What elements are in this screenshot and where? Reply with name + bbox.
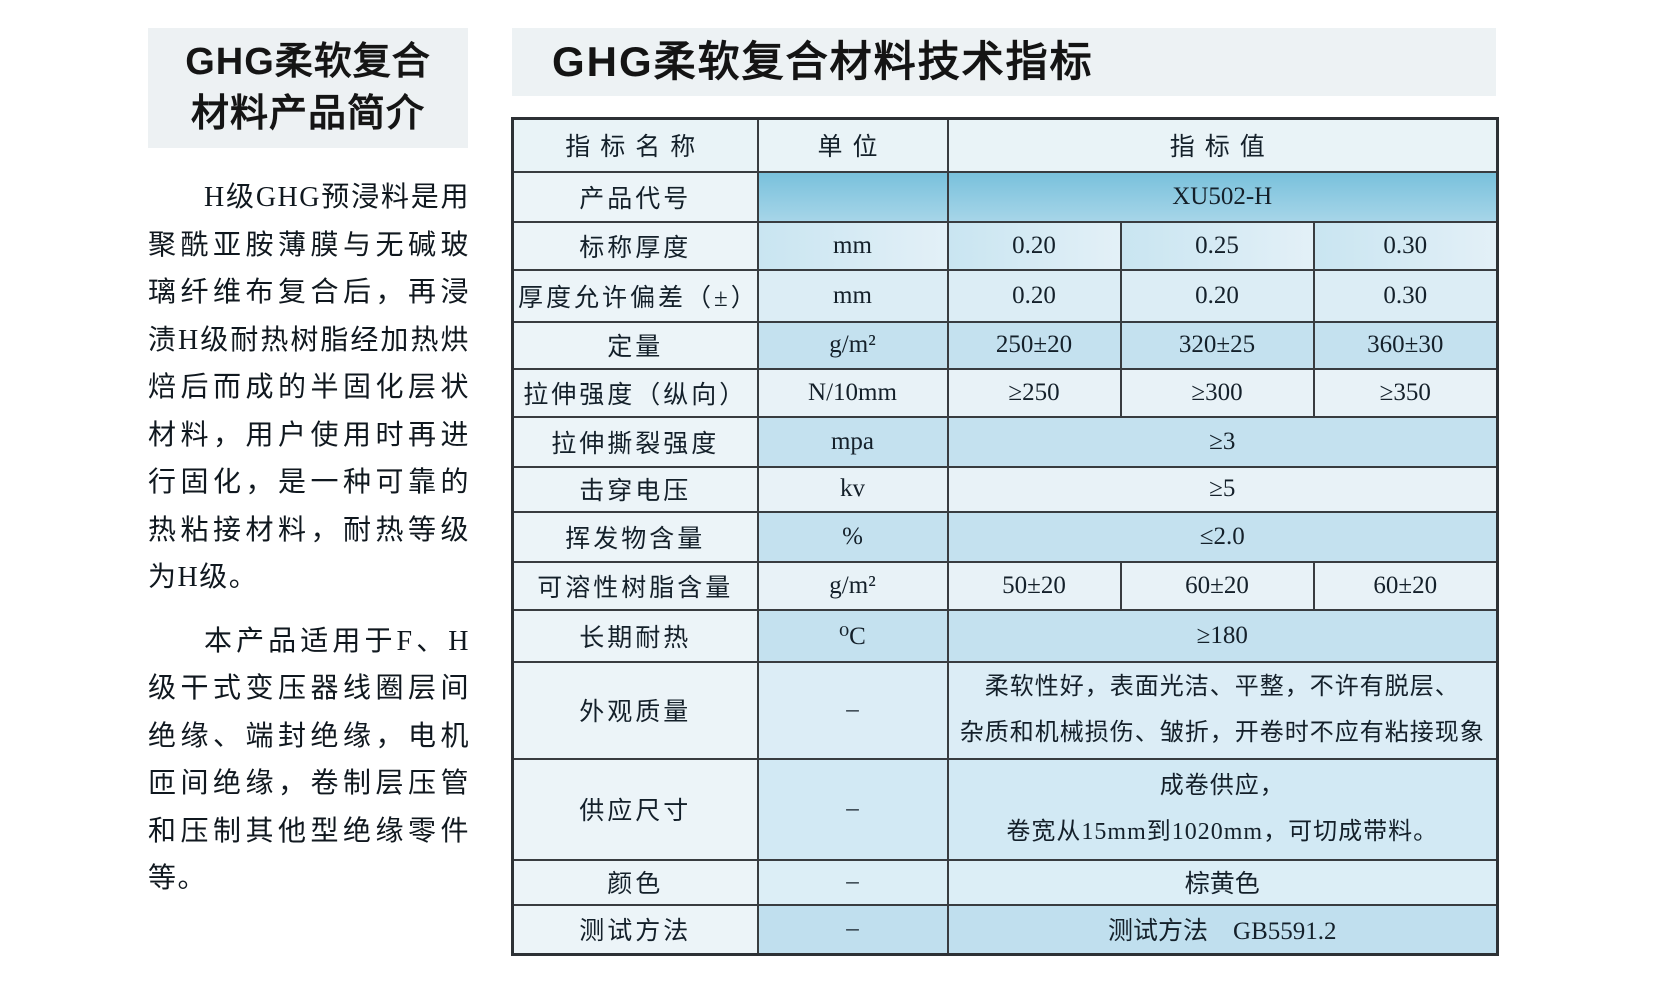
appearance-line-1: 柔软性好，表面光洁、平整，不许有脱层、 — [984, 674, 1460, 700]
cell-name: 挥发物含量 — [511, 510, 759, 563]
spec-title-bar: GHG柔软复合材料技术指标 — [512, 28, 1496, 96]
cell-name: 拉伸撕裂强度 — [511, 415, 759, 468]
row-test-method: 测试方法 – 测试方法 GB5591.2 — [511, 903, 1499, 956]
appearance-line-2: 杂质和机械损伤、皱折，开卷时不应有粘接现象 — [959, 720, 1485, 746]
row-soluble-resin-content: 可溶性树脂含量 g/m² 50±20 60±20 60±20 — [511, 560, 1499, 611]
cell-name: 厚度允许偏差（±） — [511, 268, 759, 323]
cell-unit: kv — [756, 465, 949, 513]
cell-unit: g/m² — [756, 320, 949, 370]
header-value: 指标值 — [946, 117, 1499, 173]
cell-name: 击穿电压 — [511, 465, 759, 513]
row-tear-strength: 拉伸撕裂强度 mpa ≥3 — [511, 415, 1499, 468]
row-volatile-content: 挥发物含量 % ≤2.0 — [511, 510, 1499, 563]
intro-title-line-1: GHG柔软复合 — [185, 41, 431, 83]
header-unit: 单位 — [756, 117, 949, 173]
cell-value-1: 250±20 — [946, 320, 1122, 370]
row-nominal-thickness: 标称厚度 mm 0.20 0.25 0.30 — [511, 220, 1499, 271]
cell-value-1: ≥250 — [946, 367, 1122, 418]
row-color: 颜色 – 棕黄色 — [511, 858, 1499, 906]
cell-value-2: 0.20 — [1119, 268, 1315, 323]
cell-value: 测试方法 GB5591.2 — [946, 903, 1499, 956]
row-tensile-strength: 拉伸强度（纵向） N/10mm ≥250 ≥300 ≥350 — [511, 367, 1499, 418]
supply-line-2: 卷宽从15mm到1020mm，可切成带料。 — [1006, 819, 1439, 845]
cell-value-2: 320±25 — [1119, 320, 1315, 370]
cell-value-3: 0.30 — [1312, 220, 1499, 271]
row-long-term-heat: 长期耐热 ⁰C ≥180 — [511, 608, 1499, 663]
table-header-row: 指标名称 单位 指标值 — [511, 117, 1499, 173]
cell-value-2: 0.25 — [1119, 220, 1315, 271]
row-breakdown-voltage: 击穿电压 kv ≥5 — [511, 465, 1499, 513]
row-thickness-tolerance: 厚度允许偏差（±） mm 0.20 0.20 0.30 — [511, 268, 1499, 323]
cell-name: 可溶性树脂含量 — [511, 560, 759, 611]
cell-unit: mpa — [756, 415, 949, 468]
supply-line-1: 成卷供应， — [1159, 773, 1285, 799]
cell-value: ≥5 — [946, 465, 1499, 513]
cell-value: XU502-H — [946, 170, 1499, 223]
row-grammage: 定量 g/m² 250±20 320±25 360±30 — [511, 320, 1499, 370]
cell-value-3: 0.30 — [1312, 268, 1499, 323]
row-supply-size: 供应尺寸 – 成卷供应， 卷宽从15mm到1020mm，可切成带料。 — [511, 757, 1499, 861]
cell-value-1: 0.20 — [946, 268, 1122, 323]
row-appearance: 外观质量 – 柔软性好，表面光洁、平整，不许有脱层、 杂质和机械损伤、皱折，开卷… — [511, 660, 1499, 760]
cell-unit — [756, 170, 949, 223]
intro-title-line-2: 材料产品简介 — [190, 93, 425, 135]
cell-name: 外观质量 — [511, 660, 759, 760]
cell-unit: mm — [756, 220, 949, 271]
spec-title: GHG柔软复合材料技术指标 — [552, 38, 1094, 85]
cell-value: ≥3 — [946, 415, 1499, 468]
cell-value: 成卷供应， 卷宽从15mm到1020mm，可切成带料。 — [946, 757, 1499, 861]
cell-value-2: 60±20 — [1119, 560, 1315, 611]
cell-unit: ⁰C — [756, 608, 949, 663]
intro-title-box: GHG柔软复合 材料产品简介 — [148, 28, 468, 148]
cell-name: 供应尺寸 — [511, 757, 759, 861]
header-name: 指标名称 — [511, 117, 759, 173]
cell-unit: g/m² — [756, 560, 949, 611]
cell-value-1: 50±20 — [946, 560, 1122, 611]
cell-name: 产品代号 — [511, 170, 759, 223]
cell-value: 棕黄色 — [946, 858, 1499, 906]
cell-name: 颜色 — [511, 858, 759, 906]
cell-unit: – — [756, 660, 949, 760]
intro-paragraph-2: 本产品适用于F、H级干式变压器线圈层间绝缘、端封绝缘，电机匝间绝缘，卷制层压管和… — [148, 625, 470, 895]
cell-value-3: 360±30 — [1312, 320, 1499, 370]
cell-value-3: ≥350 — [1312, 367, 1499, 418]
cell-unit: – — [756, 903, 949, 956]
cell-value-2: ≥300 — [1119, 367, 1315, 418]
cell-name: 拉伸强度（纵向） — [511, 367, 759, 418]
cell-unit: – — [756, 858, 949, 906]
intro-section: GHG柔软复合 材料产品简介 H级GHG预浸料是用聚酰亚胺薄膜与无碱玻璃纤维布复… — [148, 28, 470, 903]
cell-name: 长期耐热 — [511, 608, 759, 663]
cell-value-3: 60±20 — [1312, 560, 1499, 611]
cell-value: 柔软性好，表面光洁、平整，不许有脱层、 杂质和机械损伤、皱折，开卷时不应有粘接现… — [946, 660, 1499, 760]
cell-name: 测试方法 — [511, 903, 759, 956]
cell-unit: N/10mm — [756, 367, 949, 418]
cell-value: ≤2.0 — [946, 510, 1499, 563]
spec-table: 指标名称 单位 指标值 产品代号 XU502-H 标称厚度 mm 0.20 0.… — [511, 117, 1500, 956]
cell-unit: – — [756, 757, 949, 861]
cell-name: 标称厚度 — [511, 220, 759, 271]
row-product-code: 产品代号 XU502-H — [511, 170, 1499, 223]
cell-unit: % — [756, 510, 949, 563]
cell-unit: mm — [756, 268, 949, 323]
intro-paragraph-1: H级GHG预浸料是用聚酰亚胺薄膜与无碱玻璃纤维布复合后，再浸渍H级耐热树脂经加热… — [148, 182, 470, 593]
cell-value: ≥180 — [946, 608, 1499, 663]
cell-name: 定量 — [511, 320, 759, 370]
cell-value-1: 0.20 — [946, 220, 1122, 271]
